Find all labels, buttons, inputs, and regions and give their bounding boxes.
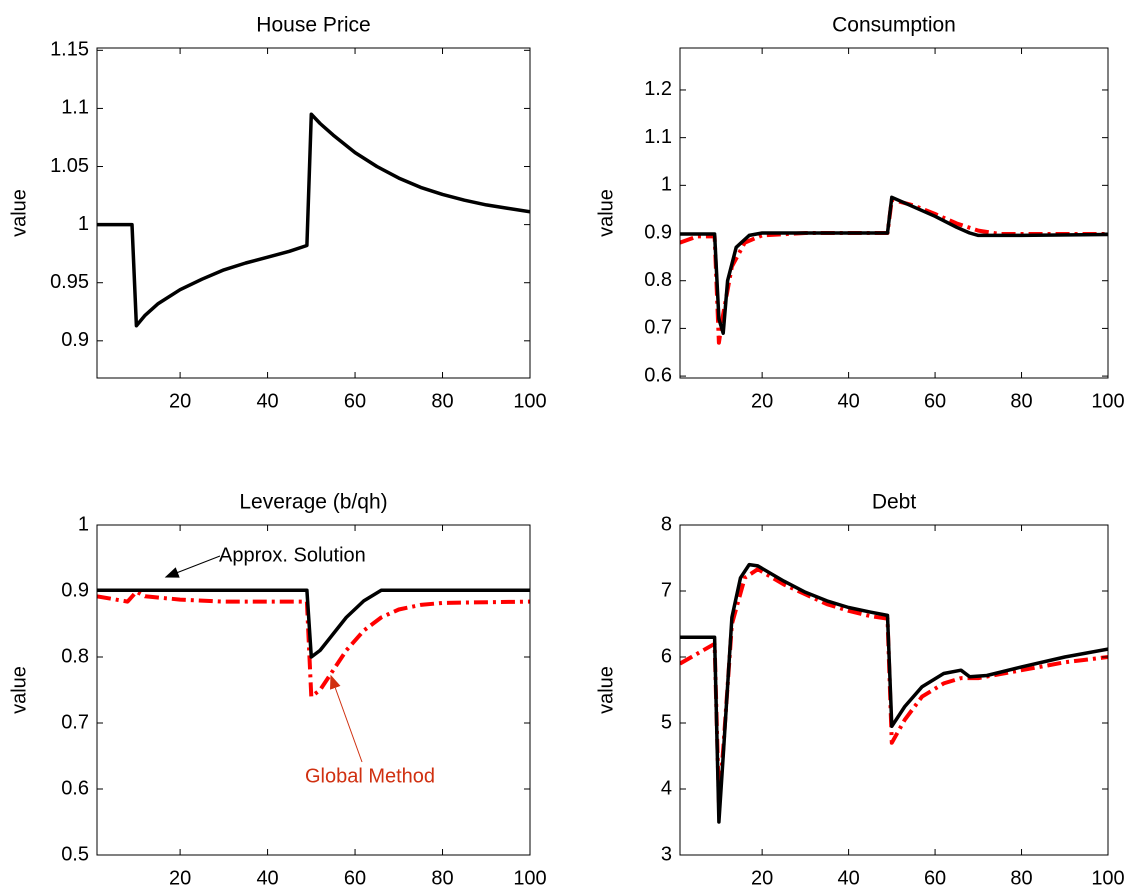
plot-frame [679,524,1109,856]
data-line [680,197,1108,345]
y-tick-label: 1 [661,174,672,196]
y-axis-label: value [8,189,30,237]
y-tick-label: 5 [661,711,672,733]
y-tick-label: 1 [78,213,89,235]
y-tick-label: 7 [661,579,672,601]
x-tick-label: 20 [169,390,191,412]
x-tick-label: 80 [431,867,453,889]
x-tick-label: 20 [169,867,191,889]
y-tick-label: 0.9 [61,329,89,351]
y-tick-label: 0.9 [61,579,89,601]
y-tick-label: 8 [661,513,672,535]
x-tick-label: 60 [344,867,366,889]
panel: Consumption value 20 40 60 80 100 0.6 0.7 0.8 0.9 1… [595,14,1124,413]
x-tick-label: 40 [256,867,278,889]
x-tick-label: 100 [513,390,546,412]
y-tick-label: 1 [78,513,89,535]
panel: House Price value 20 40 60 80 100 0.9 0.95 1 1.05 1… [8,14,546,413]
x-tick-label: 60 [344,390,366,412]
y-tick-label: 0.8 [644,269,672,291]
chart-title: Leverage (b/qh) [239,491,387,514]
panel: Leverage (b/qh) value 20 40 60 80 100 0.5 0.6 0.7… [8,491,546,890]
x-tick-label: 100 [1091,867,1124,889]
annotation-arrow [330,674,363,763]
y-axis-label: value [8,666,30,714]
annotation-arrow [164,555,221,578]
y-tick-label: 0.7 [61,711,89,733]
chart-title: Debt [872,491,917,514]
plot-frame [679,47,1109,379]
chart-title: House Price [256,14,370,37]
y-tick-label: 1.15 [50,39,89,61]
y-tick-label: 0.7 [644,317,672,339]
plot-frame [96,47,531,379]
y-tick-label: 0.6 [644,364,672,386]
x-tick-label: 80 [431,390,453,412]
data-line [97,589,530,699]
x-tick-label: 40 [837,390,859,412]
data-line [680,195,1108,335]
x-tick-label: 20 [751,390,773,412]
y-tick-label: 1.1 [644,126,672,148]
y-tick-label: 1.05 [50,155,89,177]
y-tick-label: 0.95 [50,271,89,293]
annotation: Approx. Solution [219,544,366,566]
y-tick-label: 0.6 [61,777,89,799]
panel: Debt value 20 40 60 80 100 3 4 5 6 7 8 [595,491,1124,890]
y-tick-label: 0.5 [61,843,89,865]
y-tick-label: 0.9 [644,221,672,243]
data-line [97,588,530,659]
y-tick-label: 6 [661,645,672,667]
x-tick-label: 40 [256,390,278,412]
x-tick-label: 80 [1010,867,1032,889]
x-tick-label: 80 [1010,390,1032,412]
y-axis-label: value [595,189,617,237]
annotation: Global Method [305,765,435,787]
x-tick-label: 100 [513,867,546,889]
y-tick-label: 1.1 [61,97,89,119]
y-axis-label: value [595,666,617,714]
data-line [680,562,1108,824]
x-tick-label: 60 [924,867,946,889]
x-tick-label: 100 [1091,390,1124,412]
chart-title: Consumption [832,14,956,37]
y-tick-label: 3 [661,843,672,865]
x-tick-label: 20 [751,867,773,889]
data-line [680,567,1108,805]
plot-frame [96,524,531,856]
y-tick-label: 0.8 [61,645,89,667]
y-tick-label: 4 [661,777,672,799]
data-line [97,112,530,328]
x-tick-label: 60 [924,390,946,412]
x-tick-label: 40 [837,867,859,889]
y-tick-label: 1.2 [644,78,672,100]
